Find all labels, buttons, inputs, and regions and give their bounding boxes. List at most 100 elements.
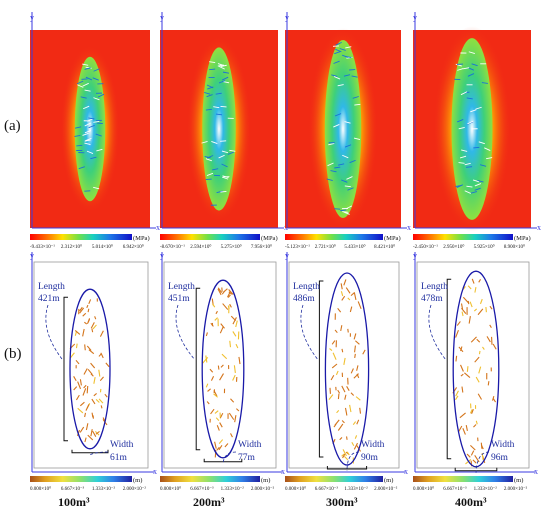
- fracture-tick-label: 2.000×10⁻²: [251, 486, 275, 492]
- fracture-segment: [492, 343, 497, 350]
- fracture-segment: [478, 278, 482, 283]
- fracture-segment: [214, 441, 217, 449]
- stress-crack-mark: [354, 103, 361, 106]
- fracture-segment: [99, 376, 104, 382]
- fracture-tick-label: 6.667×10⁻³: [61, 486, 85, 492]
- fracture-segment: [473, 308, 478, 312]
- fracture-segment: [486, 336, 491, 343]
- stress-tick-label: 6.942×10⁰: [123, 244, 144, 250]
- stress-crack-mark: [474, 183, 482, 187]
- fracture-segment: [470, 336, 477, 343]
- fracture-segment: [83, 321, 88, 325]
- fracture-segment: [340, 325, 343, 332]
- fracture-segment: [79, 426, 85, 433]
- fracture-segment: [342, 449, 347, 457]
- stress-crack-mark: [229, 149, 236, 152]
- srv-ellipse: [201, 279, 245, 459]
- fracture-segment: [79, 307, 85, 314]
- stress-crack-mark: [93, 186, 100, 190]
- row-label-a: (a): [4, 118, 21, 134]
- length-bracket: [318, 280, 324, 458]
- length-bracket: [63, 296, 68, 442]
- fracture-segment: [457, 425, 463, 433]
- fracture-segment: [219, 422, 223, 428]
- stress-unit: (MPa): [514, 235, 531, 242]
- fracture-segment: [87, 368, 93, 375]
- stress-crack-mark: [93, 68, 100, 72]
- fracture-segment: [75, 394, 80, 401]
- stress-crack-mark: [475, 106, 482, 110]
- stress-crack-mark: [227, 151, 234, 155]
- fracture-segment: [347, 297, 351, 301]
- fracture-segment: [86, 345, 92, 351]
- volume-label-4: 400m³: [455, 495, 487, 509]
- fracture-segment: [328, 394, 334, 400]
- fracture-segment: [79, 379, 82, 386]
- fracture-tick-label: 1.333×10⁻²: [221, 486, 245, 492]
- fracture-segment: [478, 366, 482, 374]
- fracture-segment: [210, 408, 215, 415]
- fracture-segment: [482, 346, 485, 350]
- fracture-segment: [217, 287, 223, 294]
- stress-crack-mark: [204, 92, 211, 95]
- fracture-segment: [98, 353, 102, 357]
- fracture-segment: [88, 349, 95, 355]
- stress-tick-label: 2.950×10⁰: [443, 244, 464, 250]
- stress-crack-mark: [471, 63, 478, 67]
- fracture-segment: [213, 393, 218, 398]
- fracture-tick-label: 2.000×10⁻²: [374, 486, 398, 492]
- fracture-segment: [93, 377, 96, 384]
- stress-crack-mark: [205, 108, 212, 111]
- fracture-segment: [359, 407, 362, 414]
- fracture-segment: [349, 306, 353, 313]
- fracture-segment: [88, 299, 92, 305]
- fracture-segment: [465, 425, 468, 432]
- fracture-segment: [475, 376, 480, 383]
- fracture-segment: [478, 350, 481, 355]
- fracture-segment: [221, 290, 226, 295]
- fracture-segment: [205, 355, 208, 363]
- fracture-segment: [218, 444, 223, 451]
- stress-crack-mark: [221, 176, 229, 180]
- fracture-segment: [467, 285, 472, 290]
- srv-ellipse: [324, 272, 370, 466]
- fracture-segment: [480, 442, 483, 449]
- fracture-segment: [346, 451, 350, 456]
- fracture-segment: [489, 305, 493, 310]
- fracture-segment: [341, 385, 346, 393]
- stress-crack-mark: [343, 74, 351, 77]
- fracture-segment: [213, 390, 218, 397]
- stress-crack-mark: [85, 76, 93, 81]
- fracture-segment: [337, 423, 344, 431]
- fracture-segment: [86, 304, 89, 309]
- width-pointer: [346, 451, 360, 472]
- stress-crack-mark: [211, 140, 218, 144]
- fracture-segment: [455, 355, 458, 362]
- fracture-segment: [460, 303, 464, 310]
- fracture-tick-label: 1.333×10⁻²: [344, 486, 368, 492]
- fracture-segment: [85, 404, 90, 411]
- stress-crack-mark: [92, 77, 99, 81]
- fracture-tick-label: 2.000×10⁻²: [504, 486, 528, 492]
- fracture-segment: [460, 373, 464, 377]
- fracture-segment: [227, 294, 231, 298]
- fracture-segment: [220, 364, 224, 368]
- fracture-segment: [477, 393, 483, 400]
- stress-crack-mark: [95, 133, 102, 137]
- y-axis-label: y: [30, 13, 34, 22]
- stress-crack-mark: [342, 154, 349, 159]
- stress-tick-label: -9.433×10⁻¹: [30, 244, 55, 250]
- length-pointer: [45, 304, 63, 360]
- fracture-segment: [202, 357, 209, 364]
- fracture-segment: [469, 301, 473, 308]
- stress-crack-mark: [344, 121, 351, 124]
- fracture-segment: [91, 412, 94, 418]
- stress-tick-label: -5.123×10⁻¹: [285, 244, 310, 250]
- fracture-segment: [492, 395, 495, 401]
- stress-crack-mark: [88, 117, 95, 120]
- fracture-segment: [94, 316, 97, 320]
- stress-tick-label: 5.014×10⁰: [92, 244, 113, 250]
- fracture-segment: [470, 450, 475, 456]
- fracture-segment: [235, 408, 240, 412]
- fracture-segment: [474, 287, 477, 293]
